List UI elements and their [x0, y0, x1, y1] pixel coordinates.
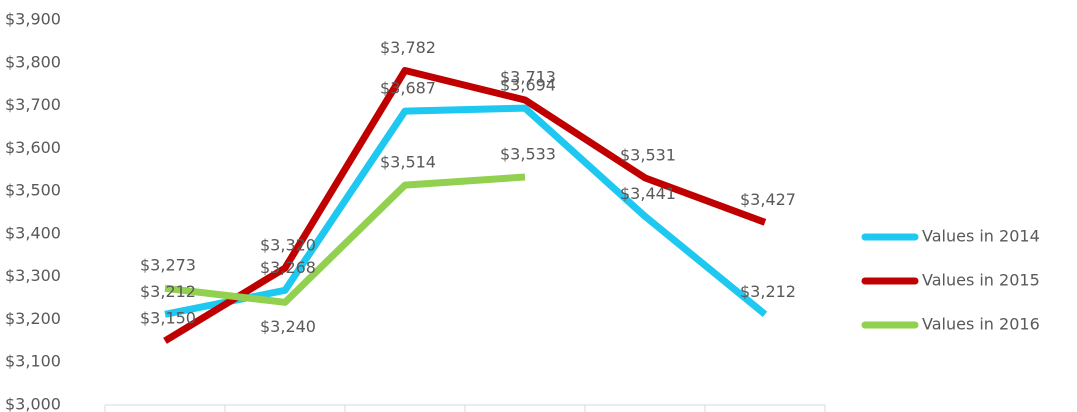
data-label: $3,273: [140, 256, 196, 275]
y-tick-label: $3,900: [5, 10, 61, 29]
data-label: $3,212: [740, 282, 796, 301]
legend-label: Values in 2016: [922, 315, 1040, 334]
data-label: $3,212: [140, 282, 196, 301]
data-label: $3,427: [740, 190, 796, 209]
legend-label: Values in 2015: [922, 271, 1040, 290]
y-tick-label: $3,000: [5, 395, 61, 412]
data-label: $3,531: [620, 145, 676, 164]
data-label: $3,150: [140, 308, 196, 327]
data-label: $3,514: [380, 153, 436, 172]
data-label: $3,782: [380, 38, 436, 57]
data-label: $3,240: [260, 317, 316, 336]
legend-label: Values in 2014: [922, 227, 1040, 246]
y-tick-label: $3,300: [5, 266, 61, 285]
y-tick-label: $3,100: [5, 352, 61, 371]
data-label: $3,533: [500, 144, 556, 163]
data-label: $3,694: [500, 76, 556, 95]
data-label: $3,441: [620, 184, 676, 203]
y-tick-label: $3,400: [5, 223, 61, 242]
series-line: [163, 66, 767, 344]
data-label: $3,713: [500, 67, 556, 86]
data-label: $3,320: [260, 236, 316, 255]
y-tick-label: $3,500: [5, 181, 61, 200]
y-tick-label: $3,600: [5, 138, 61, 157]
series-line: [164, 104, 768, 318]
y-tick-label: $3,800: [5, 52, 61, 71]
data-label: $3,687: [380, 79, 436, 98]
data-label: $3,268: [260, 258, 316, 277]
y-tick-label: $3,200: [5, 309, 61, 328]
series-line: [164, 173, 526, 306]
y-tick-label: $3,700: [5, 95, 61, 114]
